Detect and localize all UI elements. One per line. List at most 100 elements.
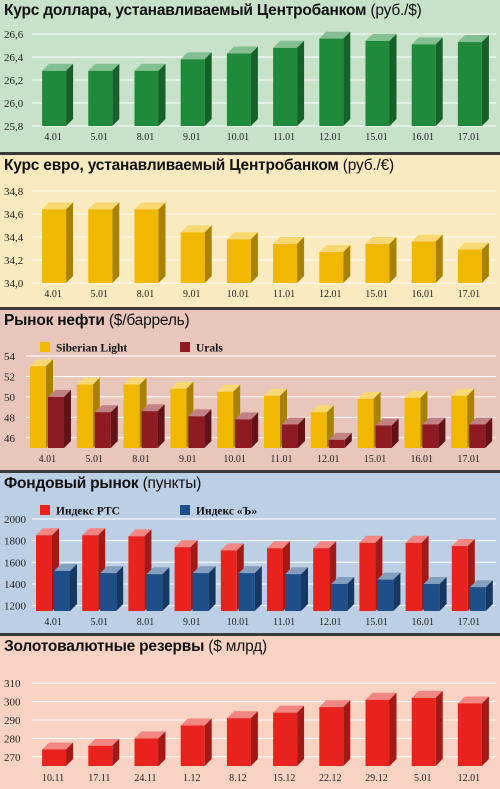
x-tick-label: 10.01	[227, 289, 250, 300]
bar-front-face	[365, 243, 390, 283]
bar-top-face	[188, 409, 212, 417]
bar-series-2	[54, 563, 77, 611]
usd-unit-text: (руб./$)	[370, 2, 422, 19]
bar-side-face	[297, 236, 305, 283]
y-tick-label: 2000	[4, 514, 27, 526]
usd-chart-title: Курс доллара, устанавливаемый Центробанк…	[4, 2, 422, 20]
bar-top-face	[422, 417, 446, 425]
bar-top-face	[411, 234, 443, 242]
x-tick-label: 11.01	[273, 132, 295, 143]
bar-side-face	[393, 572, 401, 611]
bar	[273, 40, 305, 126]
x-tick-label: 29.12	[365, 773, 388, 784]
bar-top-face	[94, 405, 118, 413]
oil-unit-text: ($/баррель)	[108, 312, 190, 329]
x-tick-label: 4.01	[44, 289, 62, 300]
bar	[411, 234, 443, 283]
bar-series-1	[451, 388, 475, 448]
legend-label: Urals	[196, 343, 223, 355]
x-tick-label: 4.01	[44, 617, 62, 628]
bar-front-face	[100, 573, 117, 611]
oil-title-text: Рынок нефти	[4, 312, 105, 329]
x-tick-label: 8.01	[137, 289, 155, 300]
bar-top-face	[48, 389, 71, 397]
bar-side-face	[251, 412, 259, 448]
x-tick-label: 12.01	[319, 289, 342, 300]
bar-side-face	[66, 63, 74, 126]
x-tick-label: 9.01	[183, 617, 201, 628]
bar-top-face	[217, 384, 241, 392]
bar	[226, 46, 258, 126]
bar-front-face	[264, 395, 280, 448]
bar-top-face	[42, 742, 74, 750]
legend-swatch	[40, 505, 50, 515]
x-tick-label: 17.11	[88, 773, 110, 784]
stock-chart-title: Фондовый рынок (пункты)	[4, 475, 201, 493]
bar-side-face	[157, 404, 165, 448]
bar-top-face	[54, 563, 77, 571]
bar-side-face	[485, 417, 493, 448]
bar-top-face	[469, 580, 493, 588]
reserves-panel: Золотовалютные резервы ($ млрд) 270 280 29…	[0, 636, 500, 789]
bar-front-face	[457, 42, 482, 126]
bar-front-face	[42, 70, 67, 126]
bars	[42, 31, 489, 127]
bar	[411, 37, 443, 126]
bar	[226, 232, 258, 283]
bar-side-face	[389, 692, 397, 766]
bar-front-face	[180, 725, 205, 766]
y-tick-label: 26,0	[4, 98, 24, 110]
bar-top-face	[273, 236, 305, 244]
bar-front-face	[405, 542, 422, 611]
x-tick-label: 4.01	[44, 132, 62, 143]
bar-front-face	[217, 391, 234, 448]
bar-side-face	[301, 567, 308, 611]
legend-label: Индекс «Ъ»	[196, 506, 257, 518]
bar-side-face	[250, 232, 258, 283]
reserves-chart: 270 280 290 300 310 10.11 17.11 24.11 1.12 8.12 15…	[4, 678, 496, 784]
bar-front-face	[88, 70, 113, 126]
bar	[411, 690, 443, 766]
bars	[36, 528, 493, 611]
legend-swatch	[180, 342, 190, 352]
y-tick-label: 1200	[4, 601, 27, 613]
x-axis: 10.11 17.11 24.11 1.12 8.12 15.12 22.12 29.12 5.…	[42, 773, 480, 784]
bar-front-face	[42, 209, 67, 283]
bar-front-face	[180, 59, 205, 126]
bar-top-face	[146, 567, 170, 575]
bar-series-2	[282, 417, 305, 448]
stock-market-panel: Фондовый рынок (пункты) 1200 1400 1600 1800…	[0, 473, 500, 633]
y-tick-label: 290	[4, 715, 21, 727]
bar-top-face	[30, 359, 53, 367]
bar-top-face	[264, 388, 287, 396]
x-tick-label: 5.01	[91, 289, 109, 300]
bar-side-face	[347, 576, 355, 611]
bar-side-face	[297, 705, 305, 766]
bar-front-face	[319, 251, 344, 283]
y-tick-label: 34,0	[4, 278, 24, 290]
x-tick-label: 24.11	[134, 773, 156, 784]
bar-top-face	[36, 528, 59, 536]
bar-series-2	[235, 412, 259, 448]
divider	[0, 152, 500, 155]
bar-side-face	[250, 46, 258, 126]
divider	[0, 633, 500, 636]
bar	[88, 202, 120, 283]
bar-front-face	[359, 542, 376, 611]
bar	[273, 705, 305, 766]
bar-top-face	[134, 63, 166, 71]
bar-top-face	[180, 225, 212, 233]
bar-front-face	[226, 239, 251, 283]
bar-front-face	[88, 209, 113, 283]
bar-top-face	[267, 541, 290, 549]
x-tick-label: 12.01	[319, 132, 342, 143]
bar-front-face	[134, 70, 159, 126]
bar-front-face	[282, 424, 298, 448]
x-tick-label: 9.01	[179, 454, 197, 465]
bar-top-face	[365, 33, 397, 41]
x-tick-label: 5.01	[85, 454, 103, 465]
x-tick-label: 11.01	[273, 289, 295, 300]
bar	[365, 692, 397, 766]
bar-top-face	[451, 539, 475, 547]
bar-side-face	[112, 738, 120, 766]
